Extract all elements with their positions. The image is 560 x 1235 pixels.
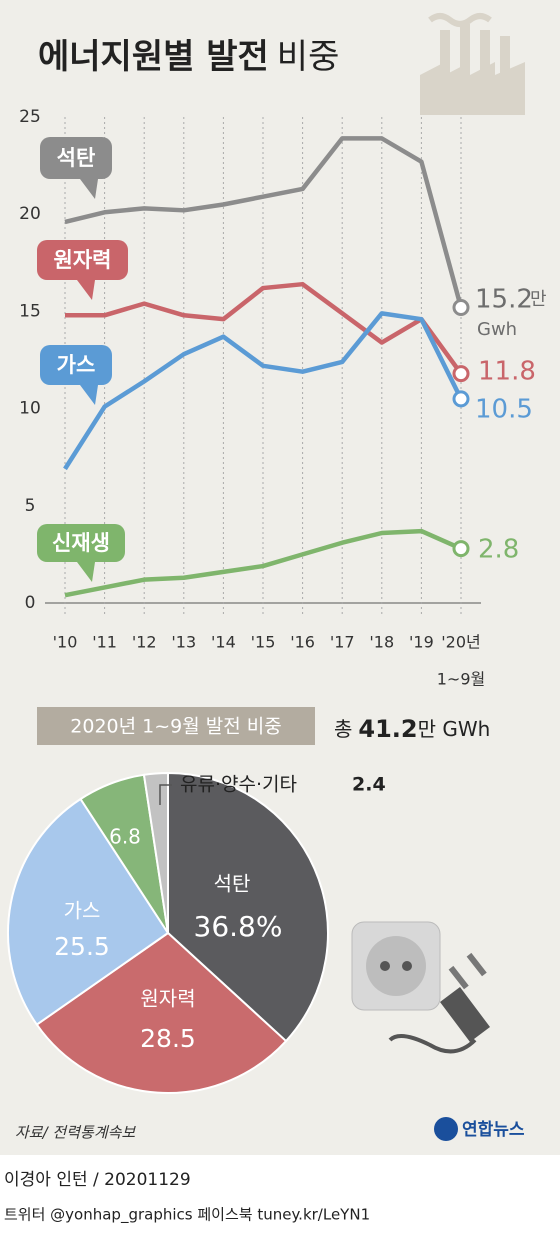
- footer-background: [0, 1155, 560, 1231]
- label-pointer: [80, 385, 98, 405]
- x-tick-label: '13: [171, 633, 196, 652]
- end-unit: Gwh: [477, 319, 517, 340]
- x-tick-label: '17: [330, 633, 355, 652]
- slice-value: 2.4: [352, 774, 386, 796]
- series-line: [65, 281, 463, 375]
- x-tick-label: '19: [409, 633, 434, 652]
- label-pointer: [77, 280, 95, 300]
- series-line: [64, 136, 464, 309]
- x-tick-label: '20년: [441, 633, 480, 652]
- slice-name: 석탄: [214, 872, 251, 896]
- y-tick-label: 20: [19, 204, 41, 224]
- end-marker: [452, 365, 470, 383]
- slice-value: 36.8%: [194, 910, 283, 943]
- x-tick-label: '18: [369, 633, 394, 652]
- end-value-label: 2.8: [478, 535, 519, 565]
- end-unit: 만: [530, 289, 547, 310]
- x-tick-label: '11: [92, 633, 117, 652]
- series-line: [64, 528, 462, 598]
- series-label: 신재생: [52, 531, 110, 555]
- x-tick-label: '15: [251, 633, 276, 652]
- source: 자료/ 전력통계속보: [15, 1124, 136, 1142]
- pie-slice: [7, 797, 170, 1026]
- pie-slice: [35, 931, 288, 1094]
- title: 에너지원별 발전 비중: [38, 37, 339, 77]
- pie-title-box: [37, 707, 315, 745]
- end-value-label: 10.5: [475, 395, 533, 425]
- end-value-label: 15.2: [475, 285, 533, 315]
- slice-name: 가스: [64, 899, 101, 923]
- series-label-box: [37, 524, 125, 562]
- slice-value: 6.8: [109, 825, 141, 849]
- total-value: 41.2: [358, 715, 417, 743]
- series-label: 석탄: [57, 146, 96, 170]
- slice-name: 유류·양수·기타: [180, 774, 297, 796]
- total-prefix: 총: [334, 717, 352, 741]
- social: 트위터 @yonhap_graphics 페이스북 tuney.kr/LeYN1: [4, 1206, 370, 1225]
- end-marker: [452, 299, 470, 317]
- pie-slice: [167, 771, 329, 1043]
- x-tick-label: '10: [53, 633, 78, 652]
- credit: 이경아 인턴 / 20201129: [4, 1170, 191, 1190]
- y-tick-label: 25: [19, 107, 41, 127]
- x-tick-label: '14: [211, 633, 236, 652]
- logo: 연합뉴스: [462, 1119, 525, 1140]
- end-marker: [452, 390, 470, 408]
- series-label-box: [37, 240, 128, 280]
- total-unit: 만 GWh: [418, 717, 491, 741]
- series-label: 가스: [57, 353, 96, 377]
- x-note: 1~9월: [437, 670, 486, 689]
- slice-value: 28.5: [140, 1024, 196, 1053]
- y-tick-label: 15: [19, 301, 41, 321]
- y-tick-label: 0: [25, 593, 36, 613]
- label-pointer: [77, 562, 95, 582]
- logo-mark: [434, 1117, 458, 1141]
- x-tick-label: '16: [290, 633, 315, 652]
- slice-value: 25.5: [54, 932, 110, 961]
- leader-line: [159, 784, 172, 805]
- series-label-box: [40, 137, 112, 179]
- factory-icon: [420, 13, 525, 115]
- pie-slice: [142, 771, 169, 934]
- slice-name: 원자력: [140, 987, 195, 1011]
- end-value-label: 11.8: [478, 357, 536, 387]
- pie-title: 2020년 1~9월 발전 비중: [70, 716, 281, 738]
- y-tick-label: 5: [25, 496, 36, 516]
- series-label-box: [40, 345, 112, 385]
- label-pointer: [80, 179, 98, 199]
- series-label: 원자력: [54, 248, 112, 272]
- series-line: [63, 311, 464, 471]
- end-marker: [452, 540, 470, 558]
- title-suffix: 비중: [277, 37, 340, 77]
- y-tick-label: 10: [19, 399, 41, 419]
- plug-icon: [351, 921, 490, 1054]
- title-main: 에너지원별 발전: [38, 37, 269, 77]
- total: 총 41.2만 GWh: [334, 715, 490, 743]
- x-tick-label: '12: [132, 633, 157, 652]
